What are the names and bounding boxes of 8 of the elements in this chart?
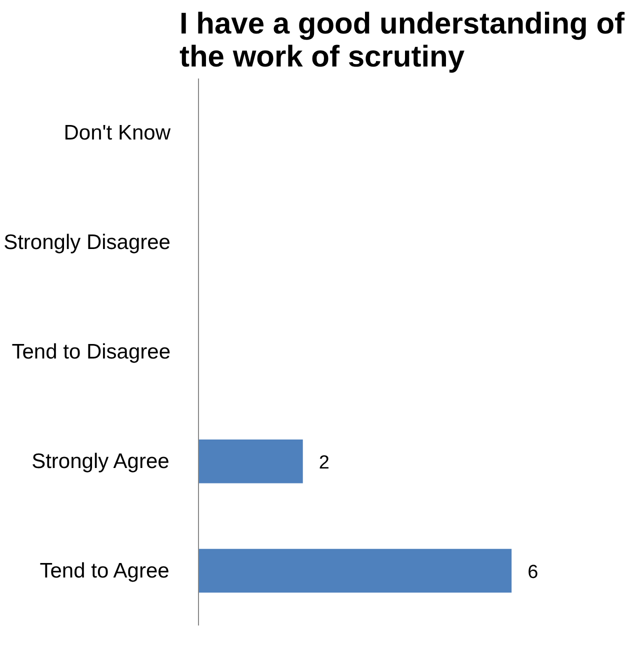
y-tick-label: Don't Know bbox=[64, 122, 172, 145]
y-tick-label: Tend to Disagree bbox=[12, 340, 171, 364]
y-tick-label: Strongly Disagree bbox=[4, 231, 171, 254]
data-label: 6 bbox=[528, 562, 538, 583]
y-tick-label: Strongly Agree bbox=[32, 450, 170, 473]
data-label: 2 bbox=[318, 452, 330, 474]
y-tick-label: Tend to Agree bbox=[40, 559, 170, 582]
chart-title: I have a good understanding of the work of scrutiny bbox=[179, 8, 626, 74]
